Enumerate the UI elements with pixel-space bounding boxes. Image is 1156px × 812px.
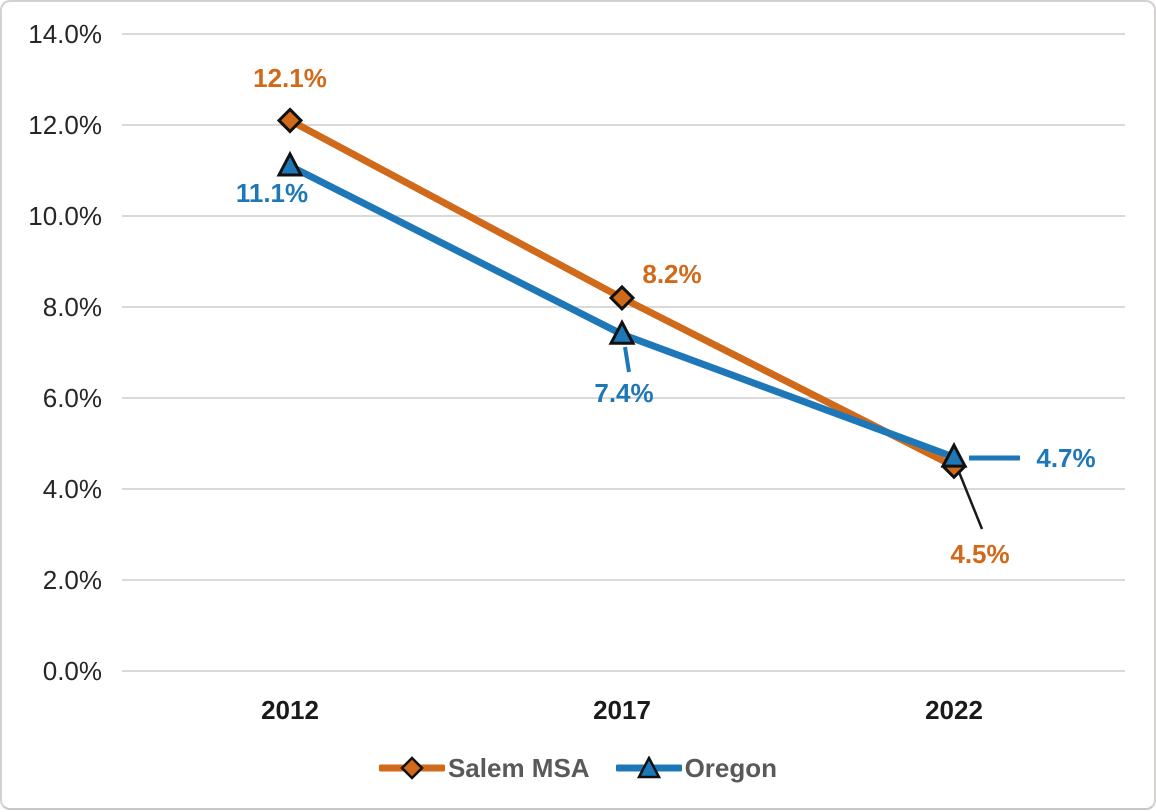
y-axis-tick-label: 4.0%	[43, 474, 102, 504]
marker-triangle-oregon[interactable]	[940, 441, 968, 468]
chart-legend: Salem MSA Oregon	[2, 748, 1154, 788]
y-axis-tick-label: 10.0%	[28, 201, 102, 231]
legend-oregon-triangle-icon	[615, 756, 682, 779]
y-axis-tick-label: 6.0%	[43, 383, 102, 413]
legend-salem-diamond-icon	[378, 756, 445, 780]
x-axis-tick-label: 2022	[925, 695, 983, 725]
y-axis-tick-label: 12.0%	[28, 110, 102, 140]
leader-line	[623, 346, 631, 373]
data-label-oregon: 11.1%	[236, 178, 308, 208]
legend-label-salem-msa: Salem MSA	[447, 753, 590, 783]
x-axis-tick-label: 2017	[593, 695, 651, 725]
data-label-oregon: 4.7%	[1036, 443, 1095, 473]
y-axis-tick-label: 2.0%	[43, 565, 102, 595]
marker-diamond-salem-msa[interactable]	[608, 284, 636, 312]
legend-item-salem-msa[interactable]: Salem MSA	[378, 753, 590, 783]
y-axis-tick-label: 0.0%	[43, 656, 102, 686]
data-label-salem-msa: 8.2%	[642, 259, 701, 289]
data-label-oregon: 7.4%	[594, 378, 653, 408]
marker-diamond-salem-msa[interactable]	[276, 107, 304, 134]
x-axis-tick-label: 2012	[261, 695, 319, 725]
legend-label-oregon: Oregon	[684, 753, 778, 783]
data-label-salem-msa: 12.1%	[253, 63, 327, 93]
marker-triangle-oregon[interactable]	[608, 319, 636, 345]
leader-line	[957, 471, 984, 530]
data-label-salem-msa: 4.5%	[950, 539, 1009, 569]
legend-item-oregon[interactable]: Oregon	[615, 753, 778, 783]
marker-triangle-oregon[interactable]	[276, 150, 304, 177]
y-axis-tick-label: 8.0%	[43, 292, 102, 322]
y-axis-tick-label: 14.0%	[28, 19, 102, 49]
